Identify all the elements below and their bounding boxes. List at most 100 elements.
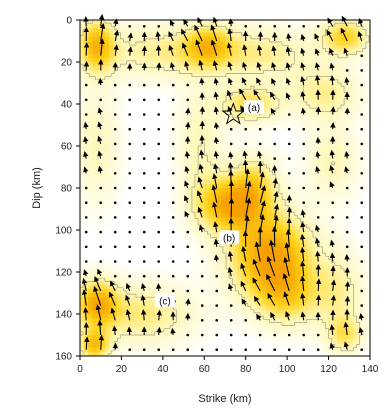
- slip-vector-dot: [157, 127, 161, 131]
- slip-vector-dot: [273, 333, 277, 337]
- slip-vector-arrow: [127, 46, 133, 56]
- slip-vector-dot: [113, 83, 117, 87]
- slip-vector-dot: [360, 98, 364, 102]
- slip-vector-dot: [84, 186, 88, 190]
- slip-vector-arrow: [270, 312, 276, 321]
- x-tick-label: 20: [116, 364, 128, 375]
- slip-vector-arrow: [184, 210, 190, 218]
- slip-vector-dot: [273, 142, 277, 146]
- slip-vector-arrow: [213, 106, 220, 115]
- slip-vector-dot: [345, 201, 349, 204]
- slip-vector-dot: [360, 216, 364, 219]
- slip-vector-dot: [171, 260, 175, 263]
- slip-vector-dot: [99, 245, 103, 249]
- slip-vector-arrow: [97, 165, 103, 174]
- slip-vector-arrow: [198, 163, 204, 174]
- slip-vector-arrow: [212, 16, 218, 27]
- slip-vector-arrow: [97, 121, 103, 130]
- slip-vector-arrow: [256, 77, 262, 86]
- slip-vector-dot: [360, 186, 364, 190]
- slip-vector-arrow: [210, 39, 218, 56]
- slip-vector-arrow: [198, 224, 205, 233]
- slip-vector-dot: [142, 201, 146, 204]
- y-tick-label: 0: [66, 16, 72, 27]
- slip-vector-dot: [302, 333, 306, 337]
- slip-vector-dot: [302, 186, 306, 190]
- slip-vector-arrow: [329, 62, 335, 71]
- slip-vector-dot: [157, 113, 161, 116]
- slip-vector-dot: [316, 216, 320, 219]
- slip-vector-dot: [360, 157, 364, 160]
- slip-vector-dot: [316, 25, 320, 28]
- slip-vector-arrow: [329, 324, 335, 336]
- slip-vector-arrow: [330, 279, 337, 291]
- slip-vector-arrow: [256, 61, 262, 71]
- slip-vector-arrow: [315, 294, 322, 306]
- axis-ticks: 0 20 40 60 80 100 120 140 0 20 40 60 80 100 120 140 160: [55, 16, 378, 376]
- slip-vector-dot: [99, 260, 103, 263]
- slip-vector-arrow: [227, 283, 234, 292]
- slip-vector-dot: [157, 216, 161, 219]
- slip-vector-dot: [244, 25, 248, 28]
- slip-vector-arrow: [169, 19, 175, 27]
- slip-vector-dot: [186, 230, 190, 234]
- slip-vector-arrow: [315, 278, 322, 291]
- slip-vector-arrow: [299, 246, 306, 262]
- slip-vector-dot: [229, 304, 233, 307]
- slip-vector-arrow: [97, 135, 103, 145]
- slip-vector-arrow: [108, 291, 116, 306]
- slip-vector-dot: [360, 245, 364, 249]
- slip-vector-arrow: [285, 46, 292, 56]
- slip-vector-dot: [113, 157, 117, 160]
- slip-vector-dot: [113, 186, 117, 190]
- slip-vector-arrow: [213, 77, 219, 86]
- slip-vector-arrow: [285, 92, 291, 101]
- slip-vector-dot: [345, 142, 349, 146]
- slip-vector-dot: [331, 216, 335, 219]
- slip-vector-dot: [84, 216, 88, 219]
- slip-vector-arrow: [140, 309, 147, 321]
- slip-vector-arrow: [81, 277, 88, 292]
- slip-vector-dot: [200, 348, 204, 352]
- slip-vector-arrow: [83, 269, 89, 277]
- slip-vector-arrow: [256, 313, 262, 321]
- slip-vector-dot: [128, 274, 132, 278]
- slip-vector-arrow: [340, 27, 348, 42]
- slip-vector-dot: [142, 172, 146, 175]
- slip-vector-dot: [142, 113, 146, 116]
- slip-vector-arrow: [198, 149, 205, 159]
- slip-vector-arrow: [357, 31, 363, 42]
- slip-vector-dot: [273, 157, 277, 160]
- slip-vector-dot: [287, 172, 291, 175]
- slip-vector-dot: [84, 113, 88, 116]
- slip-vector-dot: [360, 289, 364, 293]
- slip-vector-arrow: [95, 304, 102, 321]
- slip-vector-arrow: [270, 107, 276, 115]
- slip-vector-arrow: [84, 336, 90, 350]
- slip-vector-arrow: [241, 77, 247, 86]
- x-tick-label: 40: [157, 364, 169, 375]
- slip-vector-dot: [287, 142, 291, 146]
- slip-vector-arrow: [244, 215, 250, 233]
- slip-vector-dot: [345, 127, 349, 131]
- slip-vector-dot: [302, 142, 306, 146]
- slip-vector-dot: [244, 142, 248, 146]
- slip-vector-dot: [128, 230, 132, 234]
- slip-vector-dot: [128, 113, 132, 116]
- slip-vector-arrow: [285, 62, 291, 71]
- slip-vector-arrow: [283, 291, 290, 306]
- slip-vector-dot: [229, 142, 233, 146]
- slip-vector-arrow: [300, 62, 306, 71]
- slip-vector-dot: [229, 127, 233, 131]
- slip-vector-arrow: [286, 32, 292, 42]
- slip-vector-arrow: [241, 298, 247, 306]
- slip-vector-dot: [287, 348, 291, 352]
- slip-vector-arrow: [170, 327, 176, 336]
- annotation-label: (c): [159, 296, 171, 307]
- slip-vector-dot: [186, 98, 190, 102]
- slip-vector-arrow: [213, 136, 220, 144]
- slip-vector-arrow: [329, 75, 336, 86]
- annotation-background: [154, 293, 175, 308]
- y-axis-title: Dip (km): [31, 167, 43, 209]
- slip-vector-arrow: [213, 163, 219, 174]
